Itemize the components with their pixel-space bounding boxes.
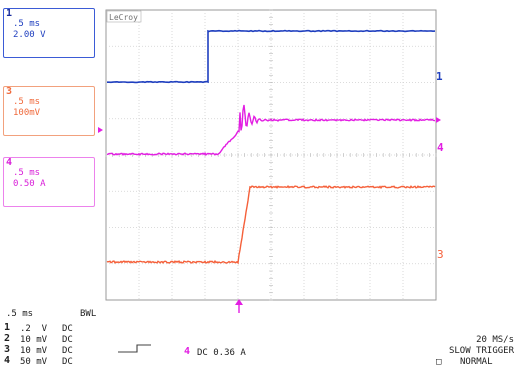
trigger-position-arrow bbox=[235, 299, 243, 313]
channel-number: 3 bbox=[4, 345, 10, 355]
channel-coupling: DC bbox=[62, 335, 73, 345]
trigger-state: NORMAL bbox=[460, 357, 493, 367]
trigger-mode: SLOW TRIGGER bbox=[449, 346, 514, 356]
sample-rate: 20 MS/s bbox=[476, 335, 514, 345]
ch3-right-marker: 3 bbox=[437, 248, 444, 261]
channel-number: 4 bbox=[4, 356, 10, 366]
ch1-right-marker: 1 bbox=[436, 70, 443, 83]
brand-label: LeCroy bbox=[109, 13, 138, 22]
channel-volts: 50 mV bbox=[20, 357, 47, 367]
channel-volts: 10 mV bbox=[20, 346, 47, 356]
trigger-edge-icon bbox=[118, 345, 151, 352]
trace-1-waveform bbox=[107, 31, 435, 83]
timebase-readout: .5 ms bbox=[6, 309, 33, 319]
ch4-right-marker: 4 bbox=[437, 141, 444, 154]
channel-coupling: DC bbox=[62, 357, 73, 367]
trigger-state-checkbox-icon[interactable]: □ bbox=[436, 357, 441, 367]
trigger-channel: 4 bbox=[184, 347, 190, 357]
trigger-coupling-level: DC 0.36 A bbox=[197, 348, 246, 358]
ch4-right-arrow bbox=[436, 117, 441, 123]
channel-number: 2 bbox=[4, 334, 10, 344]
trigger-level-arrow bbox=[98, 127, 103, 133]
trace-3-waveform bbox=[107, 186, 435, 263]
channel-number: 1 bbox=[4, 323, 10, 333]
channel-volts: .2 V bbox=[20, 324, 47, 334]
channel-volts: 10 mV bbox=[20, 335, 47, 345]
channel-coupling: DC bbox=[62, 324, 73, 334]
channel-coupling: DC bbox=[62, 346, 73, 356]
bwl-readout: BWL bbox=[80, 309, 96, 319]
